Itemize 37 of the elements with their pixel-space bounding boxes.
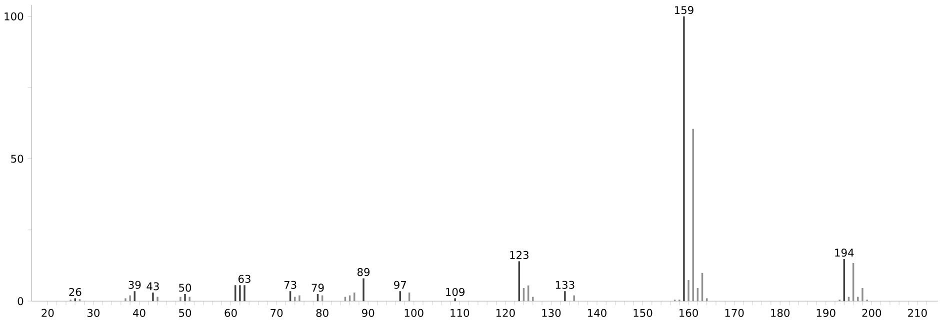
- x-tick-label: 20: [42, 308, 54, 317]
- x-tick-label: 70: [270, 308, 283, 317]
- x-tick-label: 170: [725, 308, 744, 317]
- annotation: 133: [556, 280, 574, 289]
- x-tick-label: 140: [588, 308, 606, 317]
- y-tick-label: 50: [11, 154, 24, 163]
- annotation: 97: [394, 280, 406, 289]
- x-tick-label: 30: [88, 308, 100, 317]
- annotation: 43: [146, 282, 159, 290]
- annotation: 89: [357, 268, 370, 276]
- x-tick-label: 150: [634, 308, 652, 317]
- x-tick-label: 200: [862, 308, 882, 317]
- x-tick-label: 120: [496, 308, 515, 317]
- annotation: 26: [69, 288, 82, 296]
- x-tick-label: 100: [404, 308, 424, 317]
- annotation: 109: [446, 288, 464, 296]
- annotation: 159: [674, 6, 694, 14]
- annotation: 63: [238, 274, 250, 283]
- x-tick-label: 110: [450, 308, 470, 317]
- annotation: 123: [510, 250, 528, 259]
- annotation: 50: [179, 284, 192, 292]
- x-tick-label: 60: [224, 308, 237, 317]
- x-tick-label: 40: [132, 308, 146, 317]
- x-tick-label: 210: [908, 308, 927, 317]
- annotation: 39: [128, 280, 141, 289]
- x-tick-label: 80: [316, 308, 328, 317]
- y-tick-label: 0: [18, 297, 24, 306]
- x-tick-label: 160: [680, 308, 698, 317]
- annotation: 79: [312, 284, 324, 292]
- x-tick-label: 130: [542, 308, 561, 317]
- x-tick-label: 50: [179, 308, 192, 317]
- x-tick-label: 180: [771, 308, 790, 317]
- x-tick-label: 190: [816, 308, 836, 317]
- x-tick-label: 90: [362, 308, 374, 317]
- annotation: 73: [284, 280, 296, 289]
- y-tick-label: 100: [4, 12, 24, 20]
- annotation: 194: [835, 248, 854, 257]
